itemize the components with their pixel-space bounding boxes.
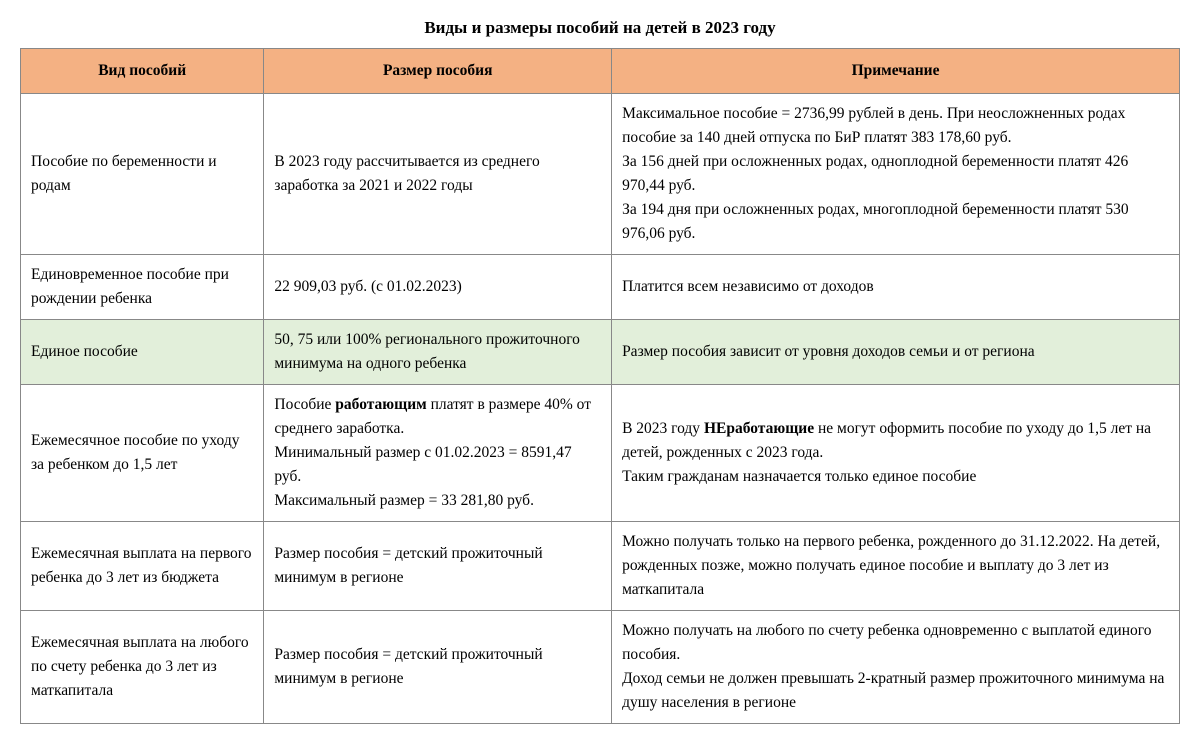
text-span: Минимальный размер с 01.02.2023 = 8591,4…: [274, 444, 571, 485]
cell-size: 22 909,03 руб. (с 01.02.2023): [264, 255, 612, 320]
cell-kind: Единовременное пособие при рождении ребе…: [21, 255, 264, 320]
benefits-table: Вид пособий Размер пособия Примечание По…: [20, 48, 1180, 724]
cell-kind: Пособие по беременности и родам: [21, 94, 264, 255]
cell-note: Размер пособия зависит от уровня доходов…: [612, 320, 1180, 385]
cell-note: Максимальное пособие = 2736,99 рублей в …: [612, 94, 1180, 255]
cell-note: Можно получать на любого по счету ребенк…: [612, 611, 1180, 724]
note-line: Доход семьи не должен превышать 2-кратны…: [622, 670, 1164, 711]
cell-size: Пособие работающим платят в размере 40% …: [264, 385, 612, 522]
cell-size: Размер пособия = детский прожиточный мин…: [264, 522, 612, 611]
cell-note: Платится всем независимо от доходов: [612, 255, 1180, 320]
cell-note: Можно получать только на первого ребенка…: [612, 522, 1180, 611]
text-span: Таким гражданам назначается только едино…: [622, 468, 976, 485]
cell-note: В 2023 году НЕработающие не могут оформи…: [612, 385, 1180, 522]
cell-kind: Ежемесячная выплата на любого по счету р…: [21, 611, 264, 724]
table-row: Единовременное пособие при рождении ребе…: [21, 255, 1180, 320]
note-line: Можно получать на любого по счету ребенк…: [622, 622, 1151, 663]
bold-text: НЕработающие: [704, 420, 814, 437]
col-header-size: Размер пособия: [264, 49, 612, 94]
table-row: Ежемесячное пособие по уходу за ребенком…: [21, 385, 1180, 522]
col-header-note: Примечание: [612, 49, 1180, 94]
table-row: Ежемесячная выплата на первого ребенка д…: [21, 522, 1180, 611]
cell-kind: Ежемесячная выплата на первого ребенка д…: [21, 522, 264, 611]
table-row-highlight: Единое пособие 50, 75 или 100% региональ…: [21, 320, 1180, 385]
note-line: Максимальное пособие = 2736,99 рублей в …: [622, 105, 1125, 146]
note-line: За 194 дня при осложненных родах, многоп…: [622, 201, 1129, 242]
table-header-row: Вид пособий Размер пособия Примечание: [21, 49, 1180, 94]
table-row: Ежемесячная выплата на любого по счету р…: [21, 611, 1180, 724]
page-title: Виды и размеры пособий на детей в 2023 г…: [20, 18, 1180, 38]
cell-kind: Единое пособие: [21, 320, 264, 385]
col-header-kind: Вид пособий: [21, 49, 264, 94]
cell-size: Размер пособия = детский прожиточный мин…: [264, 611, 612, 724]
cell-size: В 2023 году рассчитывается из среднего з…: [264, 94, 612, 255]
text-span: В 2023 году: [622, 420, 704, 437]
bold-text: работающим: [335, 396, 426, 413]
table-row: Пособие по беременности и родам В 2023 г…: [21, 94, 1180, 255]
cell-size: 50, 75 или 100% регионального прожиточно…: [264, 320, 612, 385]
cell-kind: Ежемесячное пособие по уходу за ребенком…: [21, 385, 264, 522]
text-span: Максимальный размер = 33 281,80 руб.: [274, 492, 534, 509]
note-line: За 156 дней при осложненных родах, одноп…: [622, 153, 1128, 194]
text-span: Пособие: [274, 396, 335, 413]
